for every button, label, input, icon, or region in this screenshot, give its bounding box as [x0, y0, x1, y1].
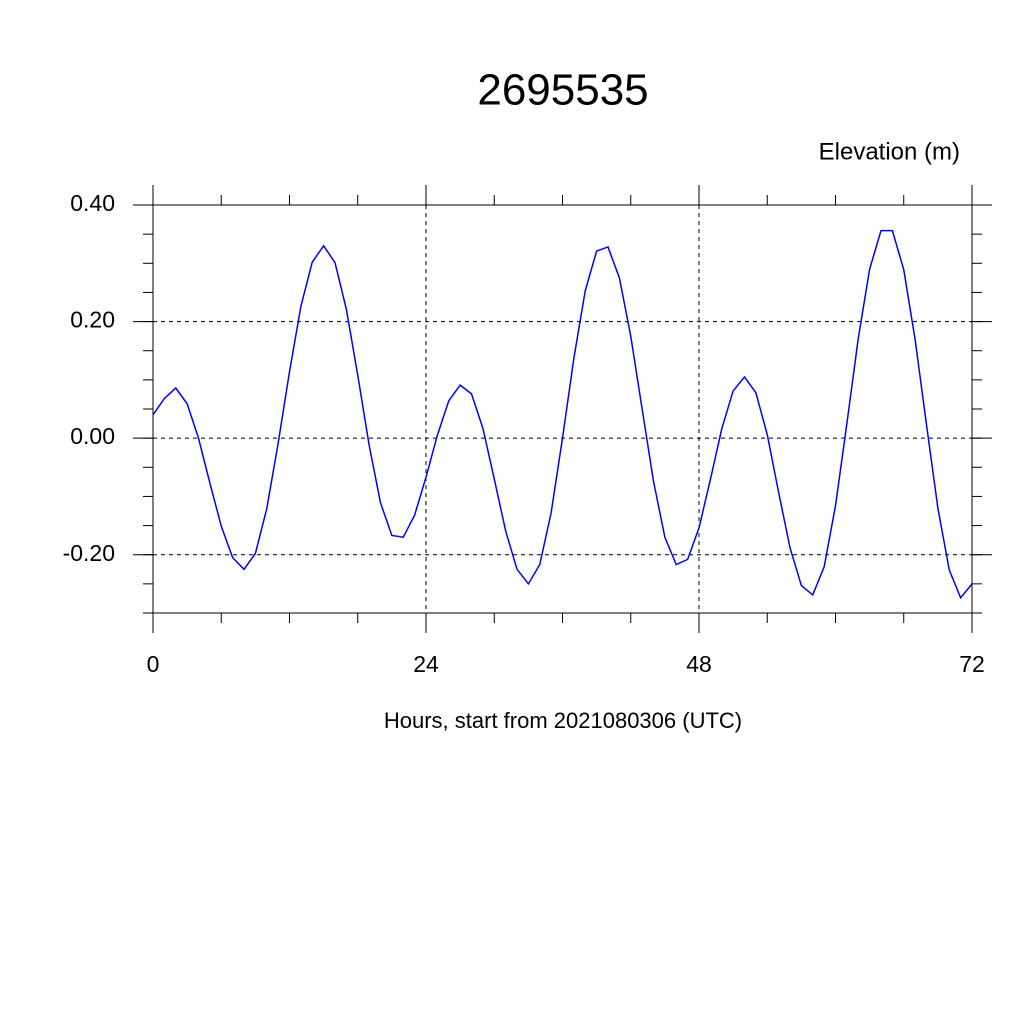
y-tick-label: -0.20	[63, 540, 115, 566]
plot-frame	[152, 204, 973, 614]
y-tick-label: 0.00	[70, 423, 115, 449]
x-axis-label: Hours, start from 2021080306 (UTC)	[384, 708, 742, 733]
x-tick-label: 0	[147, 651, 160, 677]
y-tick-label: 0.40	[70, 190, 115, 216]
x-tick-label: 72	[959, 651, 985, 677]
x-tick-label: 48	[686, 651, 712, 677]
data-line	[152, 229, 973, 600]
x-tick-label: 24	[413, 651, 439, 677]
y-tick-label: 0.20	[70, 307, 115, 333]
chart-title: 2695535	[477, 66, 648, 115]
y-axis-label: Elevation (m)	[819, 138, 960, 165]
